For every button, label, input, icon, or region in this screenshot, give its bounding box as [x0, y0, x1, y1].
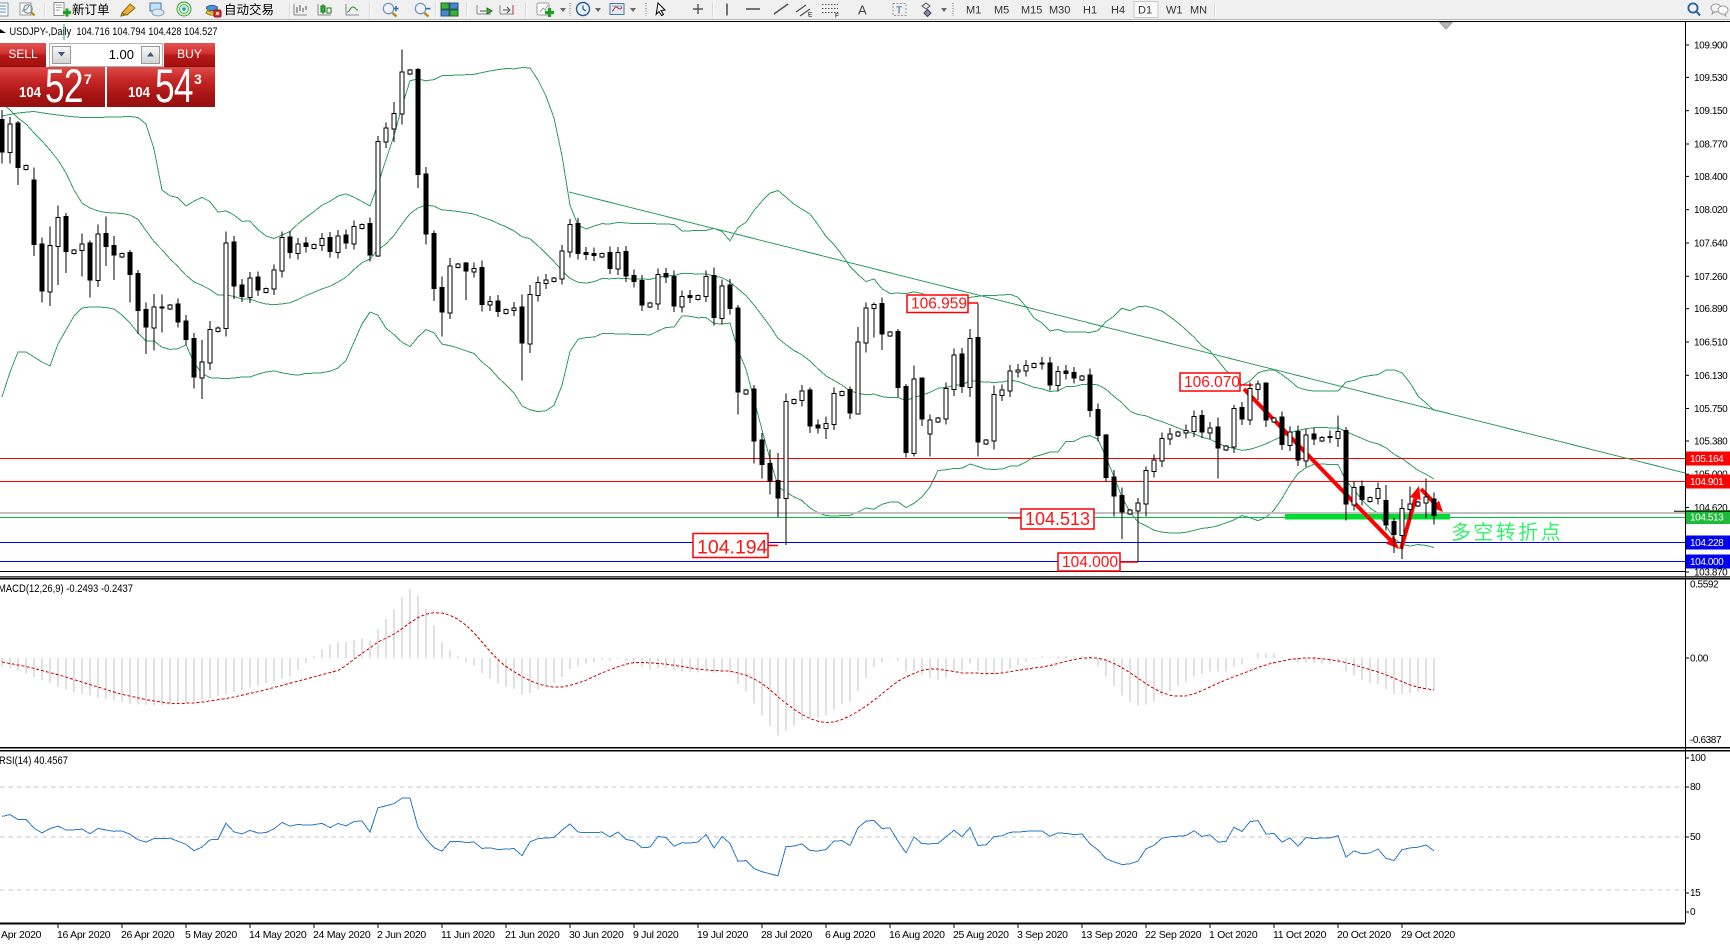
svg-text:106.130: 106.130 — [1694, 371, 1728, 382]
svg-text:20 Oct 2020: 20 Oct 2020 — [1337, 929, 1391, 941]
svg-text:Apr 2020: Apr 2020 — [1, 929, 42, 941]
svg-text:0: 0 — [1690, 907, 1696, 918]
svg-text:104.513: 104.513 — [1025, 509, 1090, 529]
svg-text:104.901: 104.901 — [1690, 477, 1724, 488]
svg-text:0.5592: 0.5592 — [1690, 580, 1719, 591]
svg-text:15: 15 — [1690, 888, 1701, 899]
svg-text:H4: H4 — [1111, 5, 1125, 17]
svg-text:50: 50 — [1690, 832, 1701, 843]
svg-text:W1: W1 — [1166, 5, 1183, 17]
svg-text:RSI(14) 40.4567: RSI(14) 40.4567 — [0, 755, 68, 767]
svg-text:104.000: 104.000 — [1062, 554, 1118, 571]
svg-text:104.620: 104.620 — [1694, 503, 1728, 514]
svg-text:M1: M1 — [966, 5, 981, 17]
svg-text:104.000: 104.000 — [1690, 557, 1724, 568]
svg-text:11 Oct 2020: 11 Oct 2020 — [1273, 929, 1327, 941]
svg-text:M15: M15 — [1021, 5, 1042, 17]
svg-text:109.530: 109.530 — [1694, 73, 1728, 84]
svg-text:108.400: 108.400 — [1694, 172, 1728, 183]
svg-text:107.640: 107.640 — [1694, 239, 1728, 250]
svg-text:F: F — [835, 13, 839, 20]
svg-text:29 Oct 2020: 29 Oct 2020 — [1401, 929, 1455, 941]
svg-text:106.510: 106.510 — [1694, 338, 1728, 349]
svg-text:106.890: 106.890 — [1694, 304, 1728, 315]
svg-text:108.770: 108.770 — [1694, 140, 1728, 151]
svg-text:5 May 2020: 5 May 2020 — [185, 929, 237, 941]
svg-text:104.194: 104.194 — [697, 536, 768, 558]
svg-text:14 May 2020: 14 May 2020 — [249, 929, 307, 941]
svg-text:2 Jun 2020: 2 Jun 2020 — [377, 929, 426, 941]
svg-text:104.513: 104.513 — [1690, 513, 1724, 524]
svg-text:24 May 2020: 24 May 2020 — [313, 929, 371, 941]
svg-text:T: T — [896, 6, 902, 17]
svg-text:自动交易: 自动交易 — [224, 2, 274, 17]
svg-text:108.020: 108.020 — [1694, 205, 1728, 216]
svg-text:9 Jul 2020: 9 Jul 2020 — [633, 929, 679, 941]
svg-text:0.00: 0.00 — [1690, 654, 1709, 665]
svg-text:A: A — [858, 3, 867, 18]
svg-text:新订单: 新订单 — [72, 2, 110, 17]
svg-text:16 Apr 2020: 16 Apr 2020 — [57, 929, 111, 941]
svg-text:26 Apr 2020: 26 Apr 2020 — [121, 929, 175, 941]
svg-text:1 Oct 2020: 1 Oct 2020 — [1209, 929, 1258, 941]
svg-text:80: 80 — [1690, 782, 1701, 793]
svg-text:H1: H1 — [1083, 5, 1097, 17]
svg-text:22 Sep 2020: 22 Sep 2020 — [1145, 929, 1202, 941]
svg-text:105.750: 105.750 — [1694, 404, 1728, 415]
svg-text:25 Aug 2020: 25 Aug 2020 — [953, 929, 1009, 941]
svg-text:USDJPY-,Daily 104.716 104.794: USDJPY-,Daily 104.716 104.794 104.428 10… — [10, 26, 218, 38]
svg-text:D1: D1 — [1138, 5, 1152, 17]
svg-text:30 Jun 2020: 30 Jun 2020 — [569, 929, 624, 941]
svg-text:21 Jun 2020: 21 Jun 2020 — [505, 929, 560, 941]
svg-text:100: 100 — [1690, 753, 1706, 764]
svg-text:105.380: 105.380 — [1694, 437, 1728, 448]
svg-text:106.959: 106.959 — [911, 295, 967, 312]
svg-text:19 Jul 2020: 19 Jul 2020 — [697, 929, 748, 941]
svg-text:6 Aug 2020: 6 Aug 2020 — [825, 929, 876, 941]
svg-text:13 Sep 2020: 13 Sep 2020 — [1081, 929, 1138, 941]
svg-text:-0.6387: -0.6387 — [1690, 735, 1722, 746]
svg-text:28 Jul 2020: 28 Jul 2020 — [761, 929, 812, 941]
svg-text:11 Jun 2020: 11 Jun 2020 — [441, 929, 495, 941]
svg-text:109.900: 109.900 — [1694, 41, 1728, 52]
svg-text:103.870: 103.870 — [1694, 568, 1728, 579]
svg-text:3 Sep 2020: 3 Sep 2020 — [1017, 929, 1068, 941]
svg-text:105.164: 105.164 — [1690, 454, 1724, 465]
svg-text:M30: M30 — [1049, 5, 1070, 17]
svg-text:107.260: 107.260 — [1694, 272, 1728, 283]
svg-text:E: E — [808, 12, 813, 19]
svg-text:16 Aug 2020: 16 Aug 2020 — [889, 929, 945, 941]
svg-text:104.228: 104.228 — [1690, 538, 1724, 549]
svg-text:109.150: 109.150 — [1694, 106, 1728, 117]
svg-text:106.070: 106.070 — [1184, 374, 1240, 391]
svg-text:MACD(12,26,9) -0.2493 -0.2437: MACD(12,26,9) -0.2493 -0.2437 — [0, 583, 133, 595]
svg-text:M5: M5 — [994, 5, 1009, 17]
svg-text:MN: MN — [1190, 5, 1207, 17]
svg-text:多空转折点: 多空转折点 — [1451, 521, 1563, 544]
